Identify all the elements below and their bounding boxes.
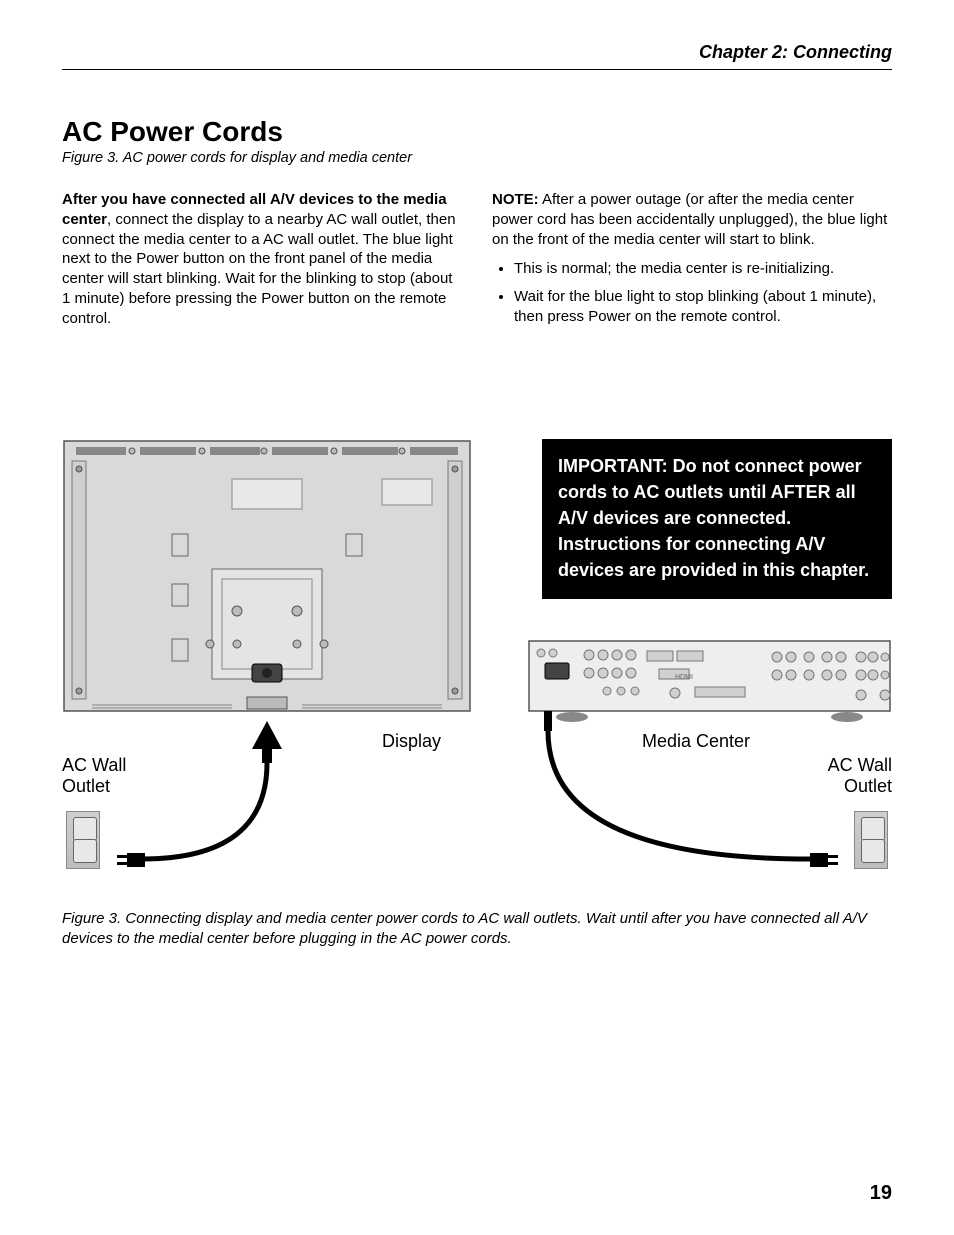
label-ac-right: AC Wall Outlet bbox=[812, 755, 892, 797]
label-ac-left: AC Wall Outlet bbox=[62, 755, 142, 797]
label-display: Display bbox=[382, 731, 441, 752]
page-number: 19 bbox=[870, 1182, 892, 1205]
figure-label-top: Figure 3. AC power cords for display and… bbox=[62, 150, 892, 166]
right-column: NOTE: After a power outage (or after the… bbox=[492, 190, 892, 339]
label-media-center: Media Center bbox=[642, 731, 750, 752]
left-column: After you have connected all A/V devices… bbox=[62, 190, 462, 339]
left-paragraph: After you have connected all A/V devices… bbox=[62, 190, 462, 329]
note-label: NOTE: bbox=[492, 191, 539, 208]
chapter-title: Chapter 2: Connecting bbox=[62, 42, 892, 63]
note-text: After a power outage (or after the media… bbox=[492, 191, 887, 248]
chapter-header: Chapter 2: Connecting bbox=[62, 42, 892, 70]
ac-outlet-right-icon bbox=[854, 811, 888, 869]
bullet-2: Wait for the blue light to stop blinking… bbox=[514, 287, 892, 327]
ac-outlet-left-icon bbox=[66, 811, 100, 869]
cords-overlay bbox=[62, 439, 892, 899]
page-heading: AC Power Cords bbox=[62, 116, 892, 148]
two-column-text: After you have connected all A/V devices… bbox=[62, 190, 892, 339]
note-paragraph: NOTE: After a power outage (or after the… bbox=[492, 190, 892, 249]
figure-area: IMPORTANT: Do not connect power cords to… bbox=[62, 439, 892, 939]
left-lead-rest: , connect the display to a nearby AC wal… bbox=[62, 211, 456, 327]
figure-caption: Figure 3. Connecting display and media c… bbox=[62, 909, 892, 950]
bullet-1: This is normal; the media center is re-i… bbox=[514, 259, 892, 279]
note-bullets: This is normal; the media center is re-i… bbox=[492, 259, 892, 326]
